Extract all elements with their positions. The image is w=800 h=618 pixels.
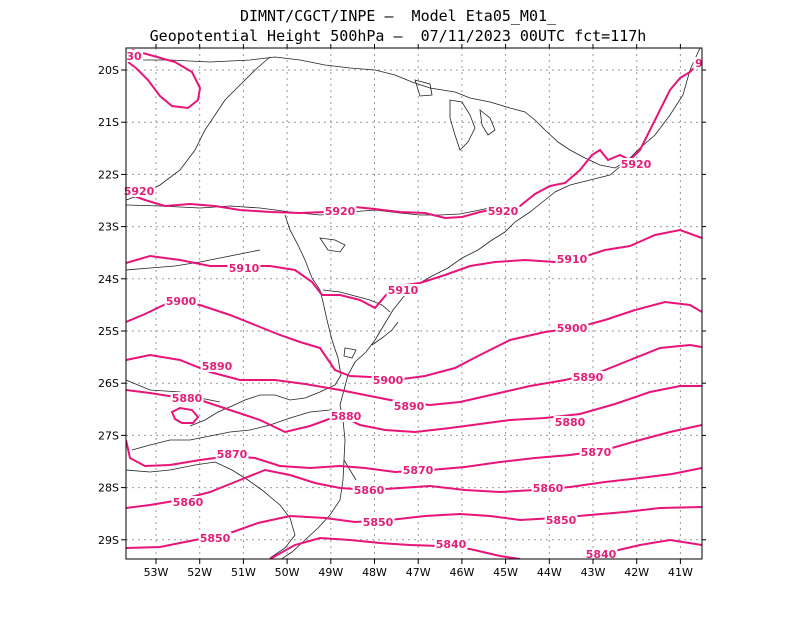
lon-tick-label: 47W	[406, 566, 431, 579]
contour-label: 5840	[586, 548, 617, 561]
lon-tick-label: 42W	[624, 566, 649, 579]
lon-tick-label: 43W	[581, 566, 606, 579]
contour-label: 5920	[621, 158, 652, 171]
contour-label: 5920	[124, 185, 155, 198]
map-title-line-2: Geopotential Height 500hPa – 07/11/2023 …	[149, 27, 647, 45]
contour-label: 5890	[394, 400, 425, 413]
contour-label: 5860	[354, 484, 385, 497]
contour-label: 5850	[546, 514, 577, 527]
contour-labels: 30 5920 5920 5920 5920 5910 5910 5910 5900 5900 59…	[122, 50, 705, 561]
lat-tick-label: 27S	[98, 429, 119, 442]
contour-5880	[126, 385, 702, 434]
lon-tick-label: 52W	[187, 566, 212, 579]
contour-label: 5910	[229, 262, 260, 275]
contour-label: 5840	[436, 538, 467, 551]
contour-label: 30	[126, 50, 142, 63]
lon-tick-label: 45W	[493, 566, 518, 579]
contour-label: 5880	[331, 410, 362, 423]
contour-label: 5910	[388, 284, 419, 297]
lat-tick-label: 29S	[98, 534, 119, 547]
lat-tick-label: 26S	[98, 377, 119, 390]
height-contours	[126, 49, 702, 559]
contour-label: 5870	[217, 448, 248, 461]
contour-5880-ring	[170, 406, 200, 424]
contour-5930	[127, 49, 202, 110]
lon-tick-label: 48W	[362, 566, 387, 579]
lon-tick-label: 53W	[144, 566, 169, 579]
map-frame	[125, 47, 703, 560]
contour-5890	[126, 343, 702, 407]
lon-tick-label: 51W	[231, 566, 256, 579]
lon-tick-label: 44W	[537, 566, 562, 579]
lat-tick-label: 20S	[98, 64, 119, 77]
lat-tick-label: 28S	[98, 482, 119, 495]
contour-label: 5850	[200, 532, 231, 545]
lon-tick-label: 50W	[275, 566, 300, 579]
contour-label: 5900	[166, 295, 197, 308]
contour-label: 5860	[533, 482, 564, 495]
lat-tick-label: 24S	[98, 273, 119, 286]
contour-label: 5850	[363, 516, 394, 529]
map-title-line-1: DIMNT/CGCT/INPE – Model Eta05_M01_	[239, 7, 557, 25]
contour-label: 5880	[555, 416, 586, 429]
lat-tick-label: 22S	[98, 168, 119, 181]
coastline-borders	[126, 48, 701, 559]
contour-label: 5890	[202, 360, 233, 373]
lon-tick-label: 49W	[318, 566, 343, 579]
lon-tick-label: 46W	[449, 566, 474, 579]
contour-label: 5860	[173, 496, 204, 509]
contour-label: 5900	[557, 322, 588, 335]
contour-label: 9	[695, 57, 703, 70]
lat-tick-label: 25S	[98, 325, 119, 338]
contour-label: 5890	[573, 371, 604, 384]
contour-label: 5920	[325, 205, 356, 218]
contour-5920-west	[126, 64, 698, 220]
lat-tick-label: 23S	[98, 221, 119, 234]
lon-tick-label: 41W	[668, 566, 693, 579]
contour-label: 5870	[581, 446, 612, 459]
contour-label: 5880	[172, 392, 203, 405]
axis-ticks: 53W 52W 51W 50W 49W 48W 47W 46W 45W 44W 43W 42W 41W 2…	[98, 44, 706, 579]
lat-tick-label: 21S	[98, 116, 119, 129]
graticule	[126, 48, 702, 559]
contour-label: 5900	[373, 374, 404, 387]
contour-label: 5920	[488, 205, 519, 218]
contour-label: 5910	[557, 253, 588, 266]
contour-label: 5870	[403, 464, 434, 477]
